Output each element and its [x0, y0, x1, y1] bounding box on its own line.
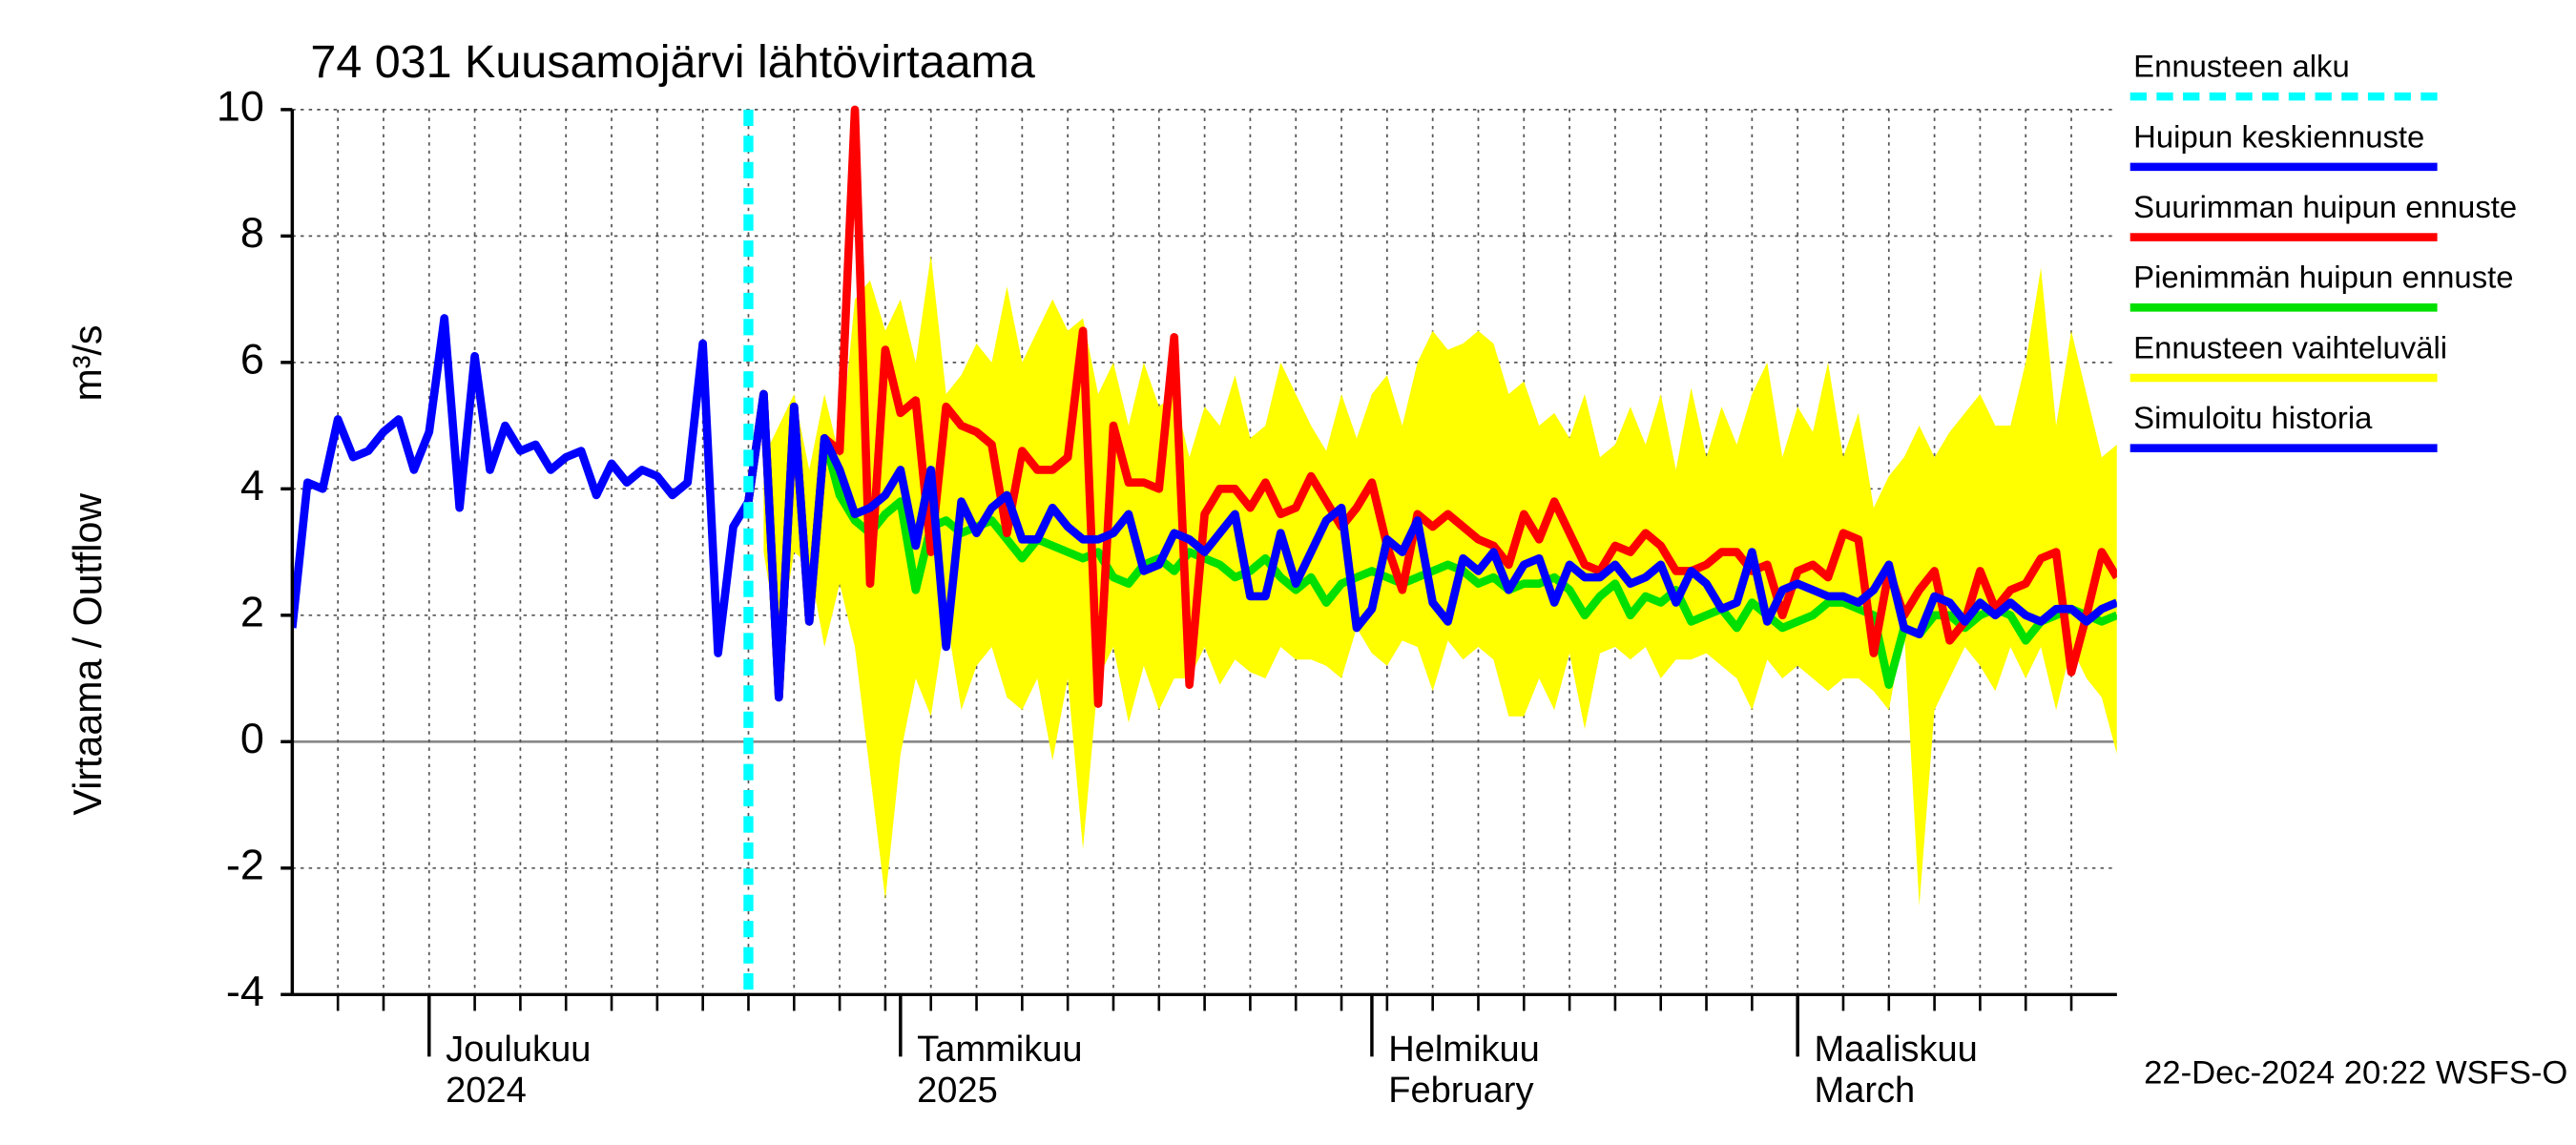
- footer: 22-Dec-2024 20:22 WSFS-O: [2144, 1054, 2567, 1091]
- x-tick-label: Helmikuu: [1388, 1030, 1540, 1070]
- legend-label: Ennusteen alku: [2133, 49, 2350, 84]
- plot-area: [292, 105, 2117, 995]
- chart-title: 74 031 Kuusamojärvi lähtövirtaama: [310, 36, 1035, 88]
- y-tick-label: -2: [226, 842, 264, 889]
- legend-label: Simuloitu historia: [2133, 400, 2373, 435]
- y-tick-label: -4: [226, 968, 264, 1015]
- x-tick-label: Joulukuu: [446, 1030, 591, 1070]
- legend-label: Ennusteen vaihteluväli: [2133, 330, 2447, 365]
- x-tick-label: Maaliskuu: [1814, 1030, 1977, 1070]
- y-axis-label: Virtaama / Outflow: [66, 493, 110, 816]
- x-tick-label: 2025: [917, 1071, 998, 1111]
- y-tick-label: 8: [240, 209, 264, 257]
- legend: Ennusteen alku Huipun keskiennuste Suurimm…: [2129, 49, 2517, 452]
- x-tick-label: 2024: [446, 1071, 527, 1111]
- x-tick-label: Tammikuu: [917, 1030, 1082, 1070]
- legend-label: Pienimmän huipun ennuste: [2133, 260, 2513, 295]
- y-tick-label: 10: [217, 83, 264, 131]
- legend-label: Huipun keskiennuste: [2133, 118, 2424, 154]
- series-line: [292, 314, 753, 657]
- y-tick-label: 2: [240, 589, 264, 636]
- series-line: [744, 389, 2117, 702]
- y-axis-unit: m³/s: [66, 325, 110, 402]
- legend-label: Suurimman huipun ennuste: [2133, 189, 2517, 224]
- y-tick-label: 4: [240, 462, 264, 510]
- y-tick-label: 6: [240, 336, 264, 384]
- x-tick-label: March: [1814, 1071, 1915, 1111]
- x-tick-label: February: [1388, 1071, 1533, 1111]
- range-band: [763, 255, 2117, 906]
- y-tick-label: 0: [240, 715, 264, 762]
